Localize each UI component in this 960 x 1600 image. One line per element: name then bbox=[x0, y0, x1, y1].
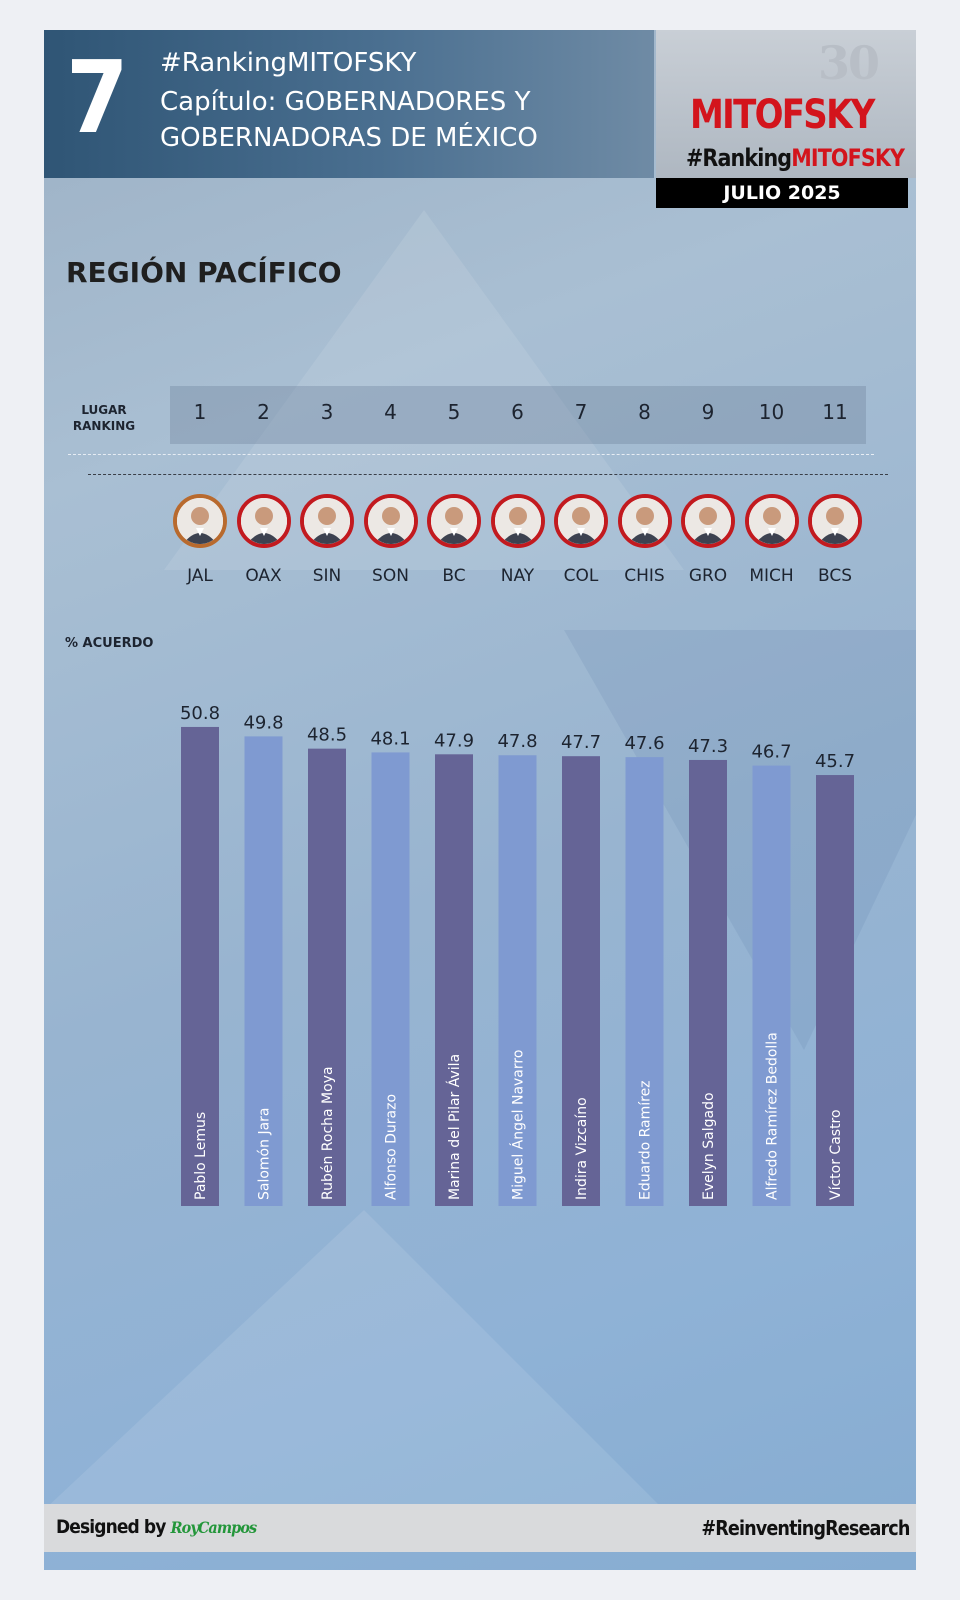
state-label: COL bbox=[563, 566, 599, 586]
state-label: MICH bbox=[749, 566, 794, 586]
brand-logo: 30 MITOFSKY #RankingMITOFSKY bbox=[656, 30, 916, 178]
bar-value-label: 48.1 bbox=[370, 728, 410, 749]
bar bbox=[816, 775, 854, 1206]
bar bbox=[625, 757, 664, 1206]
governor-name-label: Evelyn Salgado bbox=[701, 1092, 717, 1200]
governor-avatar-icon bbox=[681, 494, 735, 548]
header-banner: 7 #RankingMITOFSKY Capítulo: GOBERNADORE… bbox=[44, 30, 654, 178]
bar bbox=[752, 765, 791, 1206]
bar-value-label: 47.7 bbox=[561, 732, 601, 753]
bar bbox=[308, 748, 346, 1206]
state-label: CHIS bbox=[624, 566, 665, 586]
rank-number: 1 bbox=[193, 400, 207, 424]
governor-name-label: Eduardo Ramírez bbox=[638, 1080, 654, 1200]
rank-band bbox=[170, 386, 866, 444]
chapter-number: 7 bbox=[66, 39, 129, 156]
governor-avatar-icon bbox=[173, 494, 227, 548]
bar-value-label: 47.9 bbox=[434, 730, 474, 751]
bar bbox=[435, 754, 473, 1206]
bar bbox=[181, 726, 219, 1206]
brand-hashtag-name: MITOFSKY bbox=[791, 144, 905, 172]
governor-avatar-icon bbox=[554, 494, 608, 548]
bar bbox=[689, 759, 727, 1206]
background-facet bbox=[44, 1210, 664, 1510]
bar-value-label: 48.5 bbox=[307, 725, 347, 746]
infographic-card: 7 #RankingMITOFSKY Capítulo: GOBERNADORE… bbox=[44, 30, 916, 1570]
state-label: NAY bbox=[500, 566, 535, 586]
date-label: JULIO 2025 bbox=[656, 178, 908, 208]
governor-name-label: Alfredo Ramírez Bedolla bbox=[765, 1032, 781, 1200]
governor-avatar-icon bbox=[744, 494, 799, 548]
bar-value-label: 47.6 bbox=[624, 733, 664, 754]
designer-signature: RoyCampos bbox=[170, 1518, 258, 1537]
footer-hashtag: #ReinventingResearch bbox=[701, 1516, 911, 1540]
bar-value-label: 49.8 bbox=[243, 712, 283, 733]
bar bbox=[371, 752, 410, 1206]
region-title: REGIÓN PACÍFICO bbox=[66, 256, 342, 289]
governor-name-label: Miguel Ángel Navarro bbox=[510, 1050, 527, 1200]
state-label: BCS bbox=[817, 566, 853, 586]
bar-value-label: 46.7 bbox=[751, 742, 791, 763]
bar-value-label: 47.8 bbox=[497, 731, 537, 752]
rank-number: 9 bbox=[701, 400, 715, 424]
bar-value-label: 50.8 bbox=[180, 703, 220, 724]
governor-avatar-icon bbox=[808, 494, 862, 548]
governor-name-label: Rubén Rocha Moya bbox=[320, 1066, 336, 1200]
brand-hashtag: #RankingMITOFSKY bbox=[686, 144, 905, 172]
governor-name-label: Indira Vizcaíno bbox=[574, 1097, 590, 1200]
state-label: OAX bbox=[245, 566, 282, 586]
bar-chart: 50.8 Pablo Lemus 49.8 Salomón Jara 48.5 Rubén… bbox=[180, 703, 855, 1206]
rank-number: 4 bbox=[384, 400, 397, 424]
rank-number: 3 bbox=[320, 400, 334, 424]
chapter-title: Capítulo: GOBERNADORES Y GOBERNADORAS DE… bbox=[160, 87, 538, 153]
governor-avatar-icon bbox=[236, 494, 291, 548]
ranking-hashtag: #RankingMITOFSKY bbox=[160, 48, 417, 78]
governor-name-label: Víctor Castro bbox=[828, 1109, 844, 1200]
rank-number: 2 bbox=[257, 400, 270, 424]
footer: Designed by RoyCampos #ReinventingResear… bbox=[44, 1504, 916, 1552]
bar-value-label: 47.3 bbox=[688, 736, 728, 757]
bar bbox=[498, 755, 537, 1206]
governor-name-label: Marina del Pilar Ávila bbox=[446, 1054, 463, 1200]
divider bbox=[68, 454, 874, 455]
governor-avatar-icon bbox=[490, 494, 545, 548]
designed-by-label: Designed by bbox=[56, 1516, 166, 1538]
state-label: JAL bbox=[187, 566, 213, 586]
background-facet bbox=[564, 630, 916, 1050]
governor-name-label: Alfonso Durazo bbox=[384, 1094, 400, 1200]
rank-label: LUGAR RANKING bbox=[72, 403, 136, 433]
rank-number: 7 bbox=[574, 400, 588, 424]
state-label: SON bbox=[372, 566, 409, 586]
rank-number: 6 bbox=[511, 400, 524, 424]
state-label: GRO bbox=[688, 566, 728, 586]
anniversary-mark: 30 bbox=[817, 36, 880, 90]
rank-number: 10 bbox=[758, 400, 785, 424]
governor-name-label: Salomón Jara bbox=[257, 1108, 273, 1201]
rank-number: 5 bbox=[447, 400, 461, 424]
rank-number: 11 bbox=[822, 400, 848, 424]
governor-avatar-icon bbox=[300, 494, 354, 548]
state-label: SIN bbox=[312, 566, 342, 586]
rank-number: 8 bbox=[638, 400, 651, 424]
governor-name-label: Pablo Lemus bbox=[193, 1112, 209, 1200]
bar bbox=[244, 736, 283, 1206]
governor-avatar-icon bbox=[617, 494, 672, 548]
bar-value-label: 45.7 bbox=[815, 751, 855, 772]
bar bbox=[562, 756, 600, 1206]
divider bbox=[88, 474, 888, 475]
brand-name: MITOFSKY bbox=[690, 92, 875, 138]
brand-hashtag-prefix: #Ranking bbox=[686, 144, 792, 172]
state-label: BC bbox=[442, 566, 466, 586]
governor-avatar-icon bbox=[427, 494, 481, 548]
y-axis-label: % ACUERDO bbox=[65, 636, 154, 651]
designer-credit: Designed by RoyCampos bbox=[56, 1516, 258, 1538]
governor-avatar-icon bbox=[363, 494, 418, 548]
